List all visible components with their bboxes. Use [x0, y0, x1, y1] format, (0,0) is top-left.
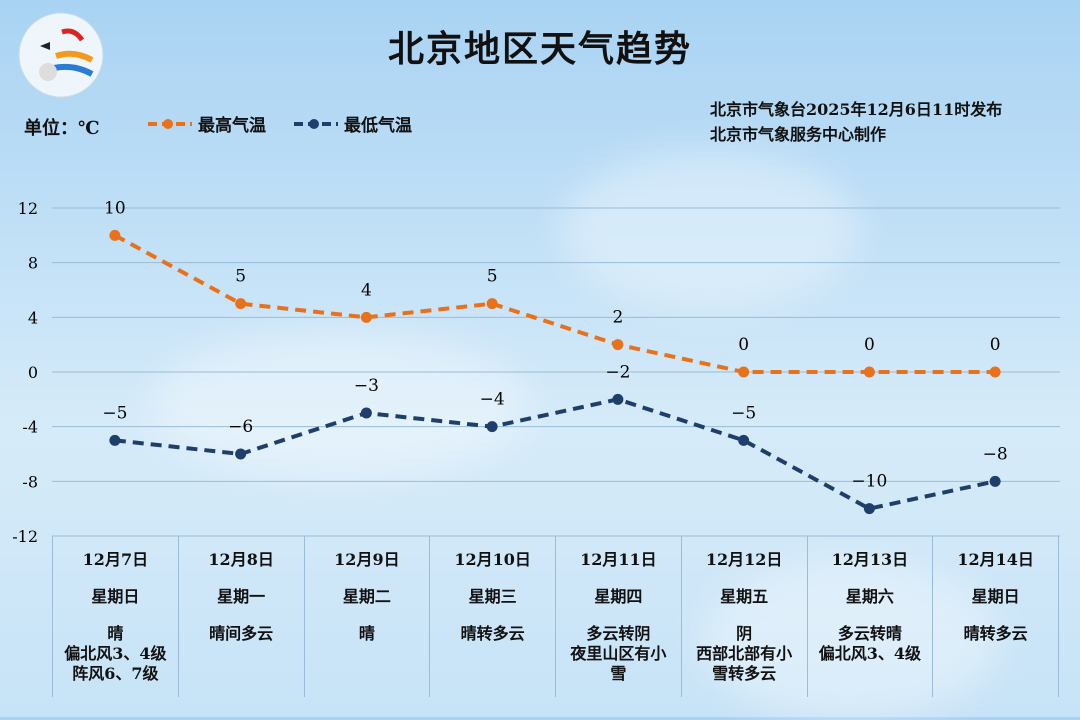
data-label: −4	[480, 390, 505, 410]
forecast-weekday: 星期六	[845, 587, 894, 606]
y-tick-label: 8	[28, 254, 38, 273]
forecast-day-3: 12月10日 星期三晴转多云	[430, 536, 556, 697]
data-point	[360, 311, 372, 323]
forecast-day-2: 12月9日星期二晴	[305, 536, 431, 697]
y-tick-label: -12	[12, 527, 38, 546]
forecast-weather: 西部北部有小	[696, 644, 793, 663]
forecast-weather: 晴间多云	[209, 624, 274, 643]
forecast-day-5: 12月12日 星期五阴西部北部有小 雪转多云	[682, 536, 808, 697]
forecast-weekday: 星期一	[217, 587, 266, 606]
forecast-weekday: 星期日	[91, 587, 140, 606]
unit-label: 单位：℃	[24, 118, 100, 139]
forecast-weather: 阴	[736, 624, 753, 643]
meteorological-service-logo	[18, 12, 104, 98]
legend-low-label: 最低气温	[344, 116, 412, 136]
forecast-weather: 多云转晴	[837, 624, 902, 643]
forecast-day-1: 12月8日星期一晴间多云	[179, 536, 305, 697]
data-label: 0	[990, 335, 1001, 355]
data-point	[109, 229, 121, 241]
forecast-table: 12月7日 星期日晴偏北风3、4级 阵风6、7级 12月8日 星期一 晴间多云 12月9日星…	[52, 536, 1059, 697]
y-tick-label: 0	[28, 363, 38, 382]
data-label: 10	[104, 198, 126, 218]
page-title: 北京地区天气趋势	[387, 28, 692, 70]
forecast-weather: 晴转多云	[460, 624, 525, 643]
data-point	[486, 421, 498, 433]
forecast-day-0: 12月7日星期日晴偏北风3、4级 阵风6、7级	[53, 536, 179, 697]
series-line-low	[114, 397, 996, 511]
forecast-weather: 夜里山区有小	[570, 644, 667, 663]
forecast-weather: 偏北风3、4级	[64, 644, 167, 663]
forecast-date: 12月7日	[82, 550, 149, 569]
data-label: −5	[102, 403, 127, 423]
data-point	[360, 407, 372, 419]
legend-high-marker-icon	[148, 118, 192, 129]
data-point	[863, 366, 875, 378]
forecast-weather: 雪转多云	[712, 664, 777, 683]
data-point	[612, 393, 624, 405]
y-tick-label: -8	[22, 472, 38, 491]
forecast-date: 12月8日	[208, 550, 274, 569]
data-label: 0	[864, 335, 875, 355]
forecast-day-4: 12月11日 星期四多云转阴 夜里山区有小雪	[556, 536, 682, 697]
data-label: 2	[612, 308, 623, 328]
y-tick-label: -4	[22, 418, 38, 437]
forecast-date: 12月9日	[334, 550, 400, 569]
data-point	[738, 434, 750, 446]
data-label: −6	[228, 417, 253, 437]
forecast-weather: 晴	[107, 624, 124, 643]
data-label: 5	[235, 267, 246, 287]
data-label: −10	[851, 472, 887, 492]
forecast-date: 12月10日	[454, 550, 531, 569]
data-label: 5	[487, 267, 498, 287]
forecast-day-6: 12月13日 星期六多云转晴 偏北风3、4级	[808, 536, 934, 697]
forecast-day-7: 12月14日 星期日晴转多云	[933, 536, 1059, 697]
forecast-weekday: 星期日	[971, 587, 1020, 606]
data-point	[486, 298, 498, 310]
forecast-weather: 偏北风3、4级	[818, 644, 922, 663]
forecast-weekday: 星期二	[342, 587, 391, 606]
forecast-weather: 多云转阴	[586, 624, 651, 643]
forecast-weekday: 星期四	[594, 587, 643, 606]
data-point	[738, 366, 750, 378]
forecast-weekday: 星期三	[468, 587, 517, 606]
data-point	[863, 503, 875, 515]
y-tick-label: 12	[18, 199, 38, 218]
y-tick-label: 4	[28, 308, 38, 327]
forecast-weekday: 星期五	[720, 587, 769, 606]
legend-low-marker-icon	[294, 118, 338, 129]
data-label: 4	[361, 280, 372, 300]
forecast-date: 12月14日	[957, 550, 1034, 569]
data-point	[109, 434, 121, 446]
legend-item-high: 最高气温	[146, 111, 266, 136]
forecast-date: 12月13日	[831, 550, 909, 569]
data-point	[235, 448, 247, 460]
legend-high-label: 最高气温	[198, 116, 266, 136]
cloud-decoration	[700, 560, 1000, 720]
source-line: 北京市气象服务中心制作	[710, 125, 887, 144]
cloud-decoration	[560, 150, 860, 310]
source-info: 北京市气象台2025年12月6日11时发布 北京市气象服务中心制作	[710, 97, 1002, 147]
source-line: 北京市气象台2025年12月6日11时发布	[710, 100, 1003, 119]
forecast-weather: 阵风6、7级	[72, 664, 159, 683]
data-point	[989, 475, 1001, 487]
forecast-date: 12月12日	[705, 550, 783, 569]
data-label: −8	[983, 444, 1008, 464]
data-point	[235, 298, 247, 310]
data-point	[612, 339, 624, 351]
data-label: −3	[354, 376, 379, 396]
data-label: 0	[738, 335, 749, 355]
data-point	[989, 366, 1001, 378]
data-label: −2	[605, 362, 630, 382]
cloud-decoration	[150, 330, 530, 480]
series-line-high	[113, 233, 996, 374]
data-label: −5	[731, 403, 756, 423]
legend-item-low: 最低气温	[292, 111, 412, 136]
forecast-date: 12月11日	[580, 550, 657, 569]
forecast-weather: 晴	[358, 624, 375, 643]
forecast-weather: 雪	[610, 664, 627, 683]
forecast-weather: 晴转多云	[963, 624, 1028, 643]
